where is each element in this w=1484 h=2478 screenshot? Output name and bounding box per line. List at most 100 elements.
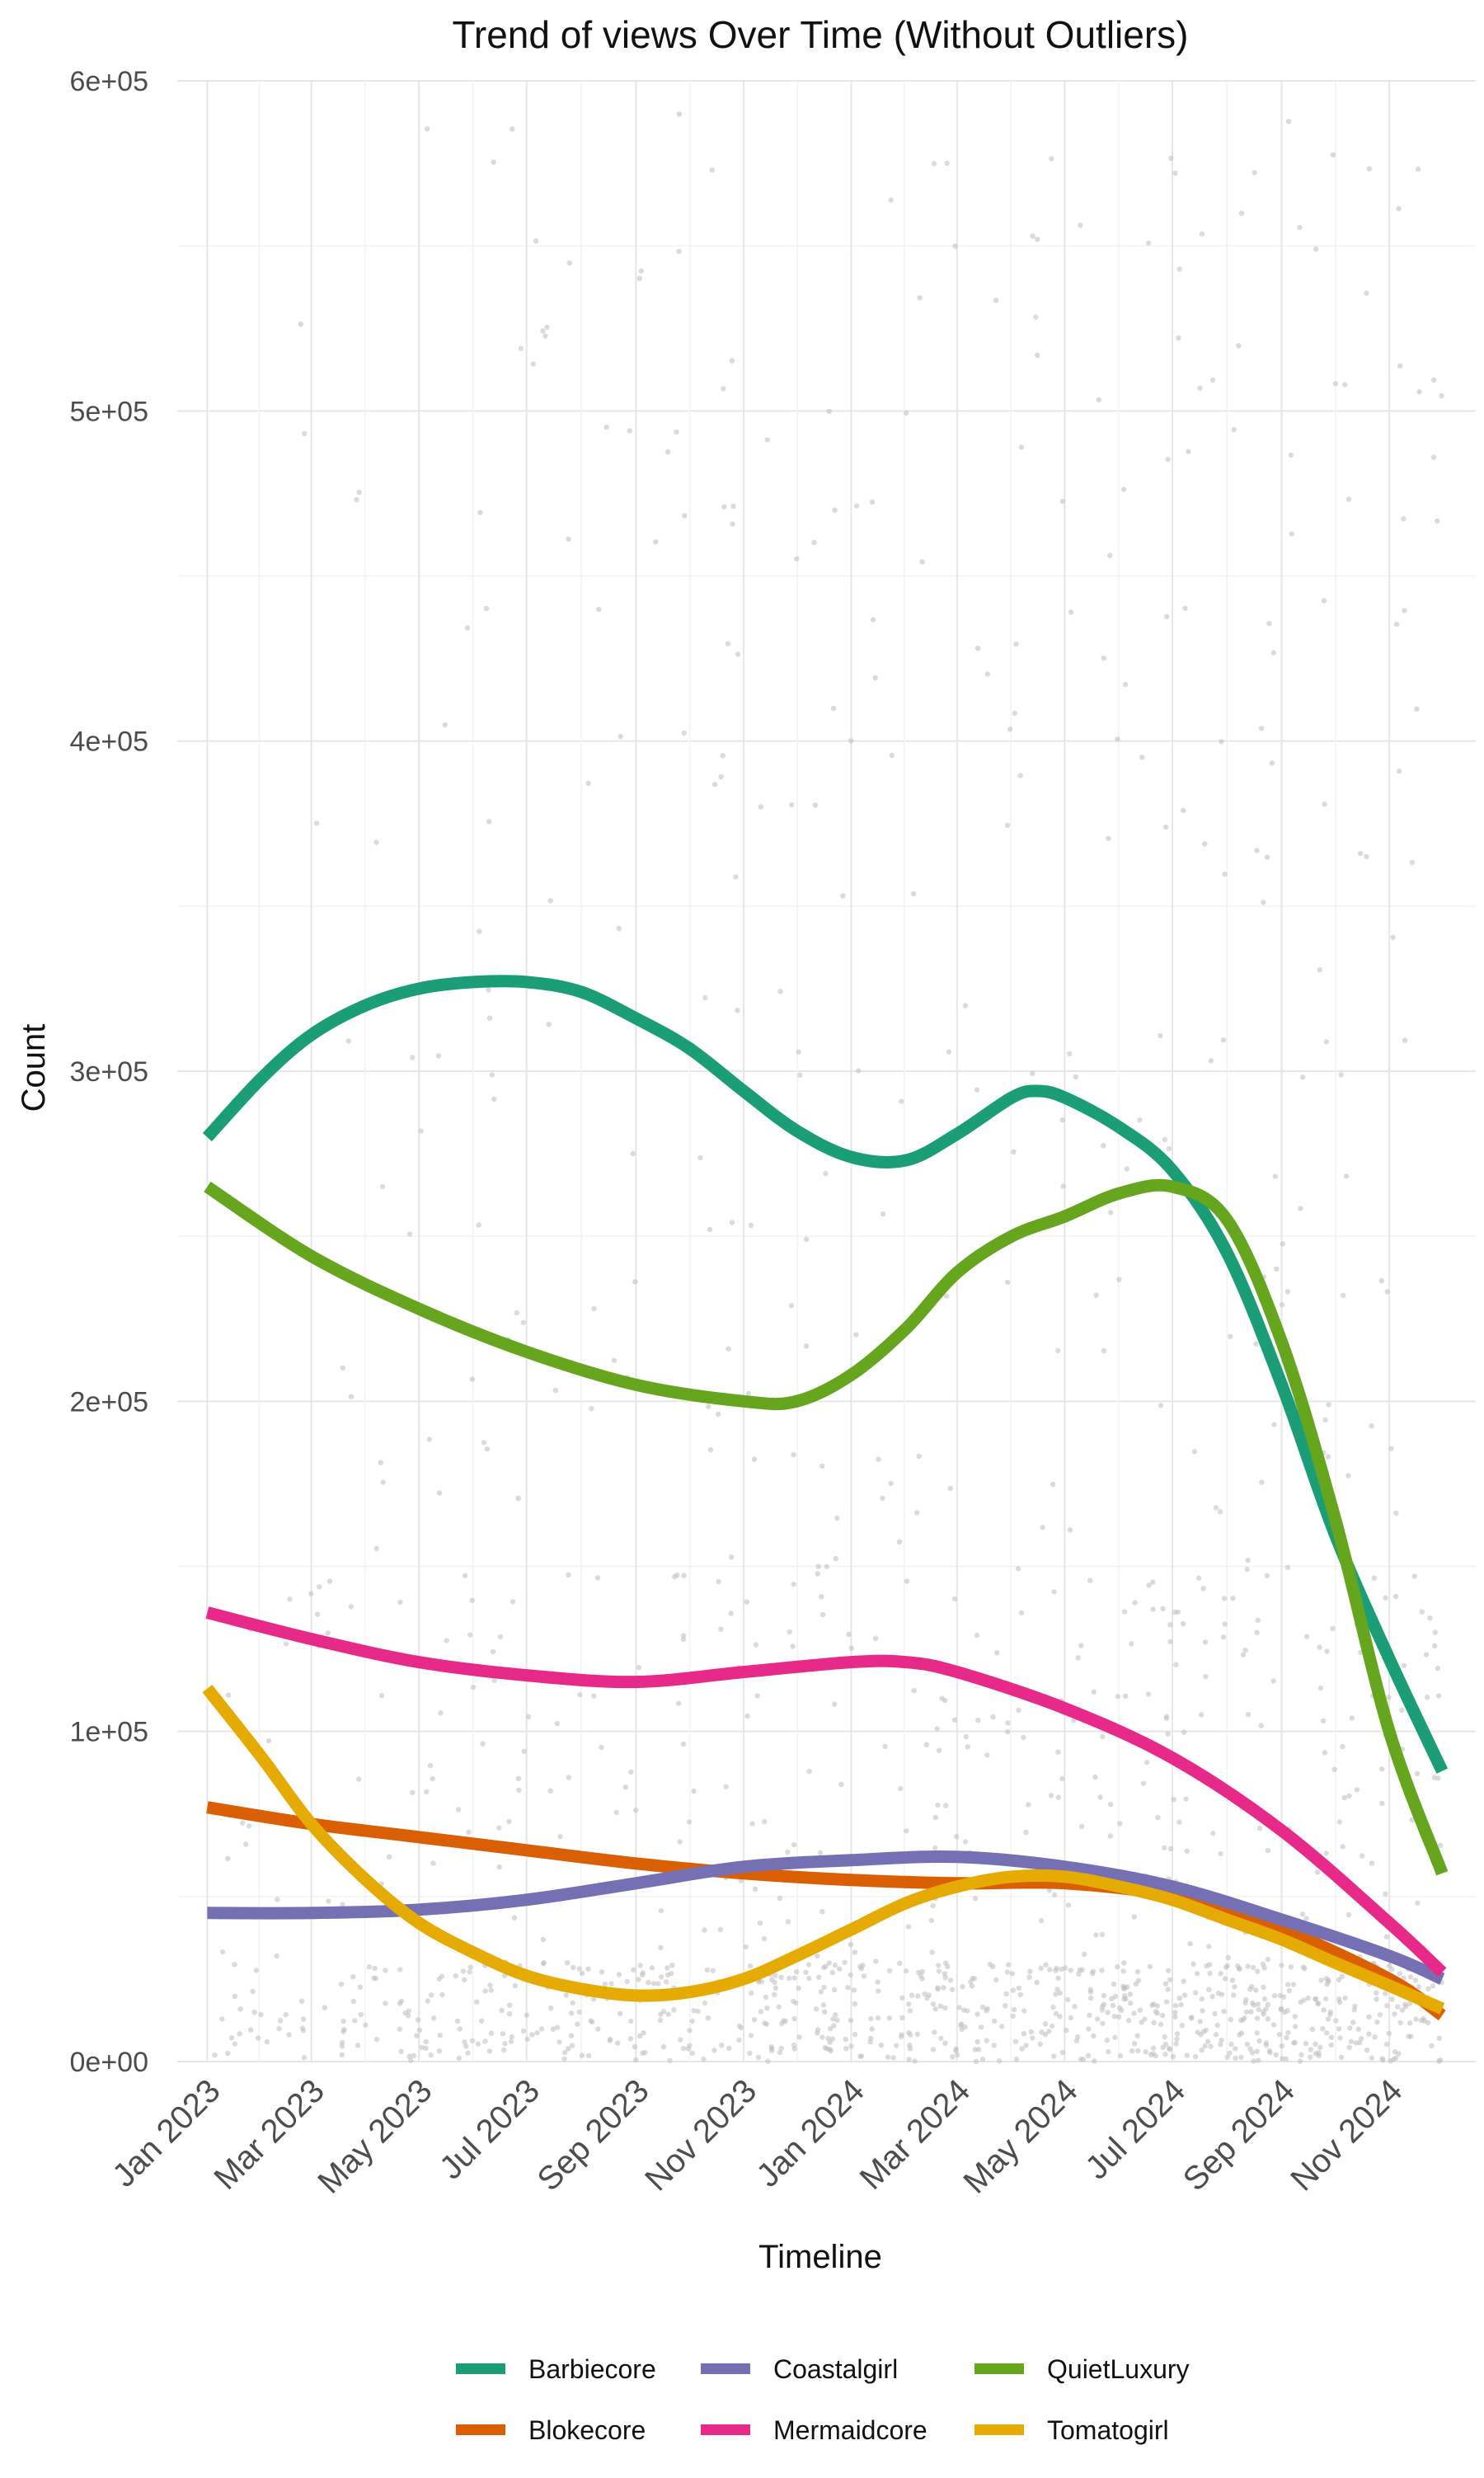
scatter-point [563,1992,569,1998]
scatter-point [789,802,795,808]
scatter-point [1345,1473,1351,1479]
scatter-point [813,2006,819,2012]
scatter-point [660,2043,667,2050]
scatter-point [882,1743,888,1749]
scatter-point [1059,1117,1065,1123]
scatter-point [781,2018,787,2024]
x-tick-label: May 2024 [956,2072,1084,2200]
scatter-point [1284,1564,1291,1571]
scatter-point [764,437,770,443]
scatter-point [984,2038,990,2043]
scatter-point [1392,2011,1397,2017]
scatter-point [436,1490,443,1496]
scatter-point [1236,1966,1242,1972]
scatter-point [566,260,572,266]
scatter-points [212,111,1444,2064]
scatter-point [1346,2044,1352,2050]
scatter-point [1134,2033,1140,2038]
scatter-point [354,496,359,503]
scatter-point [423,2038,429,2045]
scatter-point [510,1599,516,1605]
scatter-point [571,1964,576,1971]
scatter-point [785,1849,791,1855]
scatter-point [717,1926,724,1933]
scatter-point [1325,2016,1331,2022]
scatter-point [1203,2027,1209,2034]
scatter-point [974,1632,980,1639]
scatter-point [969,1983,975,1989]
scatter-point [785,1919,791,1925]
scatter-point [637,1963,643,1968]
scatter-point [665,1965,670,1971]
scatter-point [397,1967,403,1973]
scatter-point [366,1963,373,1970]
scatter-point [909,1992,915,1998]
scatter-point [1308,2047,1314,2052]
scatter-point [904,1578,910,1584]
x-tick-label: Nov 2024 [1284,2072,1409,2198]
scatter-point [627,428,632,434]
scatter-point [1096,397,1102,402]
scatter-point [1408,2034,1414,2039]
scatter-point [706,1404,711,1409]
scatter-point [1099,1931,1106,1938]
scatter-point [464,625,471,631]
scatter-point [398,1998,404,2005]
scatter-point [1265,1956,1271,1963]
scatter-point [1237,2017,1244,2024]
scatter-point [664,1979,669,1985]
scatter-point [638,268,644,274]
scatter-point [1240,1652,1247,1658]
scatter-point [1244,2041,1251,2048]
scatter-point [1350,2020,1356,2025]
scatter-point [286,2032,292,2038]
scatter-point [852,2031,858,2038]
scatter-point [1374,1996,1379,2002]
scatter-point [1245,1712,1252,1718]
scatter-point [302,430,308,437]
scatter-point [416,2027,423,2034]
scatter-point [1317,967,1322,973]
scatter-point [1167,1639,1173,1645]
scatter-point [769,2045,775,2052]
scatter-point [846,1631,852,1638]
scatter-point [1231,1992,1237,1998]
scatter-point [530,361,536,367]
scatter-point [1167,2047,1173,2052]
scatter-point [823,1963,829,1969]
scatter-point [466,1829,472,1835]
scatter-point [965,1744,971,1750]
scatter-point [1167,1977,1173,1982]
scatter-point [1167,1846,1174,1851]
scatter-point [1249,1983,1255,1990]
scatter-point [657,2017,664,2023]
scatter-point [1048,1793,1054,1799]
scatter-point [832,1701,838,1707]
scatter-point [237,2031,242,2037]
scatter-point [1131,2010,1137,2016]
scatter-point [585,1966,591,1972]
scatter-point [880,1495,885,1501]
scatter-point [738,2024,744,2031]
scatter-point [951,1596,958,1602]
scatter-point [979,2004,986,2010]
scatter-point [1174,2031,1181,2037]
scatter-point [1336,1819,1343,1825]
scatter-point [1298,2052,1304,2057]
scatter-point [930,2047,937,2052]
scatter-point [1242,2000,1248,2005]
scatter-point [339,2043,345,2049]
scatter-point [576,2009,582,2015]
scatter-point [1003,1991,1009,1997]
scatter-point [1314,1869,1321,1875]
scatter-point [704,1967,711,1973]
scatter-point [1205,2038,1211,2044]
scatter-point [575,2021,580,2027]
scatter-point [1176,1819,1182,1825]
scatter-point [828,2026,834,2032]
scatter-point [815,1571,820,1577]
scatter-point [791,1975,797,1981]
scatter-point [1165,1968,1172,1973]
scatter-point [1254,2030,1261,2036]
scatter-point [1153,2052,1158,2059]
